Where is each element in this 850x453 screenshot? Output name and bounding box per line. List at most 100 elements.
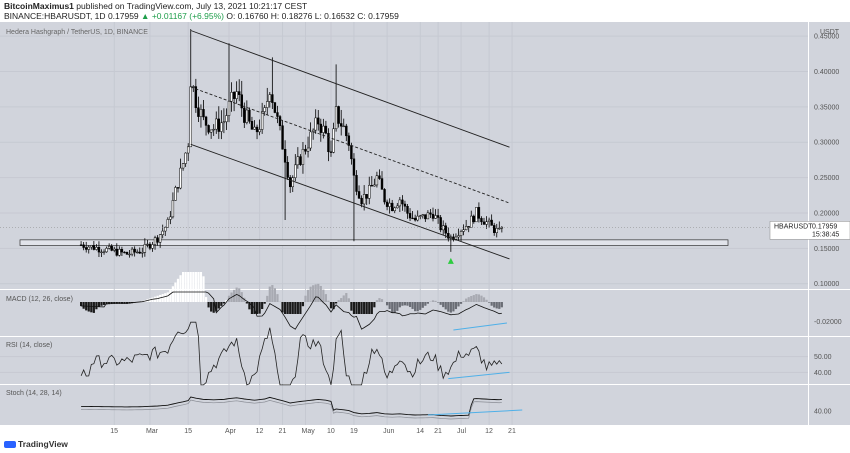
last-price-value: 0.17959 <box>812 223 837 230</box>
publisher-name[interactable]: BitcoinMaximus1 <box>4 1 74 11</box>
footer-brand: TradingView <box>18 439 68 449</box>
rsi-tick-label: 40.00 <box>814 370 832 377</box>
macd-bar <box>90 302 93 313</box>
candle-body <box>411 217 414 220</box>
candle-body <box>128 253 131 256</box>
candle-body <box>306 147 310 152</box>
candle-body <box>464 226 468 231</box>
macd-bar <box>192 272 195 302</box>
candle-body <box>434 215 437 219</box>
macd-bar <box>82 302 85 309</box>
y-tick-label: 0.30000 <box>814 140 839 147</box>
candle-body <box>245 109 249 123</box>
macd-bar <box>480 295 483 302</box>
candle-body <box>278 116 282 126</box>
candle-body <box>179 167 182 189</box>
candle-body <box>362 194 366 205</box>
macd-bar <box>485 299 488 302</box>
candle-body <box>85 247 88 250</box>
stoch-d-line <box>81 399 502 420</box>
candle-body <box>385 201 389 207</box>
macd-bar <box>462 301 465 302</box>
candle-body <box>327 132 330 153</box>
macd-bar <box>166 292 169 302</box>
chart-area[interactable]: 0.45000 0.40000 0.35000 0.30000 0.25000 0.200… <box>0 22 850 437</box>
tradingview-logo[interactable]: TradingView <box>4 439 68 449</box>
macd-bar <box>386 302 389 306</box>
macd-signal-line <box>81 291 502 330</box>
candle-body <box>95 246 98 250</box>
y-tick-label: 0.15000 <box>814 246 839 253</box>
macd-bar <box>345 293 348 302</box>
candle-body <box>495 228 498 233</box>
macd-bar <box>459 302 463 304</box>
candle-body <box>207 125 210 133</box>
last-price-time: 15:38:45 <box>812 231 839 238</box>
candle-body <box>115 248 118 256</box>
macd-bar <box>477 294 480 302</box>
x-tick-label: Jun <box>383 428 394 435</box>
macd-bar <box>391 302 394 313</box>
candle-body <box>426 212 430 220</box>
x-tick-label: 15 <box>110 428 118 435</box>
x-tick-label: 21 <box>279 428 287 435</box>
macd-bar <box>424 302 427 306</box>
macd-bar <box>182 272 185 302</box>
candle-body <box>388 202 391 207</box>
rsi-tick-label: 50.00 <box>814 354 832 361</box>
macd-bar <box>482 297 486 302</box>
macd-bar <box>408 302 412 308</box>
channel-midline <box>190 86 510 204</box>
macd-bar <box>87 302 90 312</box>
macd-bar <box>357 302 361 314</box>
macd-bar <box>210 302 213 312</box>
macd-bar <box>309 286 312 302</box>
macd-bar <box>245 302 248 304</box>
candle-body <box>209 129 213 133</box>
candle-body <box>146 243 149 246</box>
macd-bar <box>291 302 294 314</box>
candle-body <box>169 216 172 220</box>
candle-body <box>485 221 488 225</box>
macd-bar <box>493 302 496 308</box>
candle-body <box>286 162 289 178</box>
candle-body <box>220 122 223 132</box>
candle-body <box>171 200 175 218</box>
candle-body <box>350 145 353 160</box>
candle-body <box>436 215 440 218</box>
candle-body <box>304 148 307 152</box>
macd-bar <box>340 298 343 302</box>
macd-bar <box>449 302 452 313</box>
candle-body <box>442 225 445 231</box>
candle-body <box>296 156 300 166</box>
macd-bar <box>197 272 200 302</box>
macd-bar <box>95 302 98 310</box>
macd-bar <box>467 297 470 302</box>
x-tick-label: Apr <box>225 428 237 435</box>
macd-bar <box>281 302 284 313</box>
macd-bar <box>490 302 493 306</box>
macd-bar <box>248 302 251 310</box>
macd-bar <box>268 286 271 302</box>
macd-bar <box>194 272 197 302</box>
macd-bar <box>289 302 292 314</box>
macd-bar <box>312 285 315 302</box>
macd-tick-label: -0.02000 <box>814 319 842 326</box>
macd-bar <box>470 296 473 302</box>
y-tick-label: 0.20000 <box>814 210 839 217</box>
candle-body <box>398 199 402 207</box>
macd-bar <box>314 284 317 302</box>
symbol-name: BINANCE:HBARUSDT, 1D <box>4 11 106 21</box>
macd-bar <box>276 294 279 302</box>
candle-body <box>238 91 241 95</box>
candle-body <box>447 233 450 239</box>
candle-body <box>90 245 93 248</box>
candle-body <box>217 118 221 132</box>
candle-body <box>148 243 152 249</box>
candle-body <box>97 246 101 253</box>
candle-body <box>240 94 243 109</box>
x-tick-label: May <box>302 428 316 435</box>
candle-body <box>289 177 292 188</box>
candle-body <box>263 107 266 112</box>
candle-body <box>475 207 478 223</box>
